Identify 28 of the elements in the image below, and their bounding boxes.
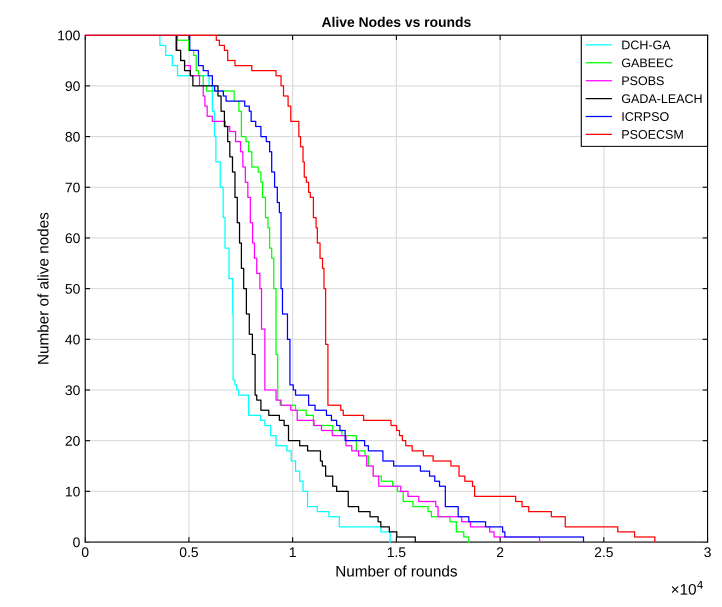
- legend-label: PSOECSM: [622, 130, 683, 139]
- x-tick-label: 3: [704, 547, 711, 558]
- legend-label: GADA-LEACH: [622, 94, 702, 104]
- y-tick-label: 70: [66, 182, 80, 192]
- x-tick-label: 0.5: [180, 547, 198, 558]
- x-tick-label: 1.5: [388, 547, 406, 558]
- legend-label: DCH-GA: [622, 40, 671, 50]
- y-tick-label: 0: [73, 537, 80, 548]
- legend-label: PSOBS: [622, 76, 664, 86]
- text: ×10$^{4}$: [672, 580, 703, 595]
- legend-label: ICRPSO: [622, 112, 669, 121]
- chart-title: Alive Nodes vs rounds: [322, 16, 471, 28]
- y-tick-label: 60: [66, 233, 80, 244]
- x-tick-label: 1: [290, 547, 296, 557]
- x-tick-label: 2.5: [594, 547, 613, 558]
- y-tick-label: 10: [66, 486, 80, 497]
- y-tick-label: 90: [66, 81, 80, 92]
- x-axis-title: Number of rounds: [336, 565, 457, 577]
- x-tick-label: 2: [496, 547, 504, 557]
- y-tick-label: 50: [65, 284, 80, 294]
- y-tick-label: 100: [58, 30, 80, 40]
- x-tick-label: 0: [82, 547, 89, 558]
- y-axis-title: Number of alive nodes: [37, 212, 49, 364]
- y-tick-label: 80: [65, 132, 80, 142]
- legend-label: GABEEC: [622, 58, 673, 68]
- y-tick-label: 20: [66, 436, 80, 446]
- y-tick-label: 40: [65, 334, 80, 344]
- y-tick-label: 30: [65, 385, 80, 396]
